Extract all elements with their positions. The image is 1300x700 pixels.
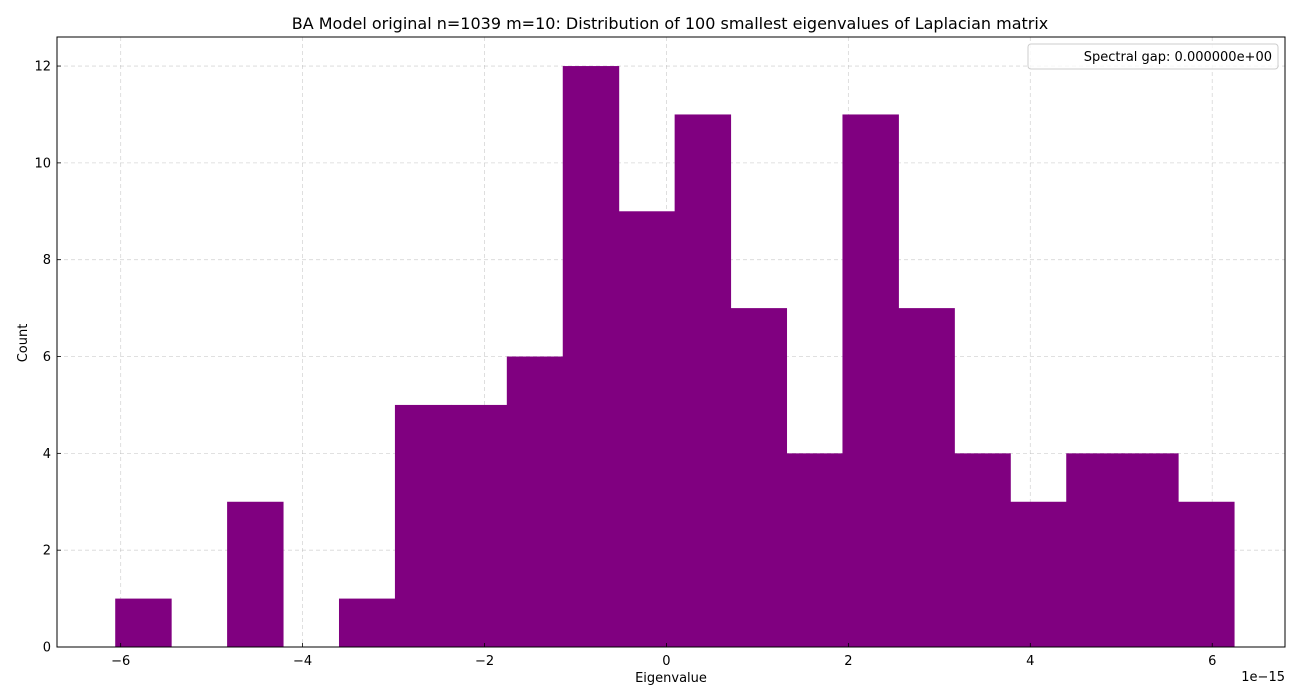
y-tick-label: 2 (43, 544, 51, 559)
axis-ticks: −6 −4 −2 0 2 4 6 0 2 4 6 8 10 12 (34, 60, 1216, 669)
legend-box (1027, 43, 1279, 70)
y-tick-label: 0 (43, 641, 51, 656)
x-tick-label: −6 (111, 654, 130, 669)
x-tick-label: 0 (662, 654, 670, 669)
plot-area-frame (56, 36, 1286, 648)
x-tick-label: 4 (1026, 654, 1034, 669)
y-tick-label: 4 (43, 447, 51, 462)
histogram-bar (338, 598, 396, 647)
y-tick-label: 6 (43, 350, 51, 365)
x-tick-label: −2 (475, 654, 494, 669)
histogram-bar (1066, 453, 1123, 647)
histogram-bar (562, 66, 620, 648)
y-axis-label: Count (16, 324, 31, 363)
histogram-bar (227, 501, 284, 647)
y-tick-label: 12 (34, 60, 51, 75)
histogram-bar (115, 598, 172, 647)
histogram-bar (450, 404, 508, 647)
y-tick-label: 10 (34, 156, 51, 171)
x-axis-label: Eigenvalue (635, 671, 707, 686)
histogram-bar (954, 453, 1011, 647)
x-tick-label: −4 (293, 654, 312, 669)
x-tick-label: 2 (844, 654, 852, 669)
histogram-bar (842, 114, 899, 647)
histogram-bar (730, 308, 788, 647)
histogram-bar (1010, 501, 1067, 647)
histogram-bar (786, 453, 843, 647)
histogram-bar (618, 211, 676, 648)
histogram-bar (1178, 501, 1235, 647)
histogram-bar (898, 308, 955, 647)
histogram-bar (674, 114, 732, 647)
x-axis-offset-label: 1e−15 (1241, 670, 1285, 685)
chart-title: BA Model original n=1039 m=10: Distribut… (292, 14, 1049, 33)
legend-label: Spectral gap: 0.000000e+00 (1084, 50, 1272, 65)
histogram-bar (1122, 453, 1179, 647)
legend: Spectral gap: 0.000000e+00 (1027, 43, 1279, 70)
y-tick-label: 8 (43, 253, 51, 268)
histogram-bar (506, 356, 564, 647)
x-tick-label: 6 (1208, 654, 1216, 669)
histogram-bar (394, 404, 452, 647)
bars (115, 66, 1235, 648)
